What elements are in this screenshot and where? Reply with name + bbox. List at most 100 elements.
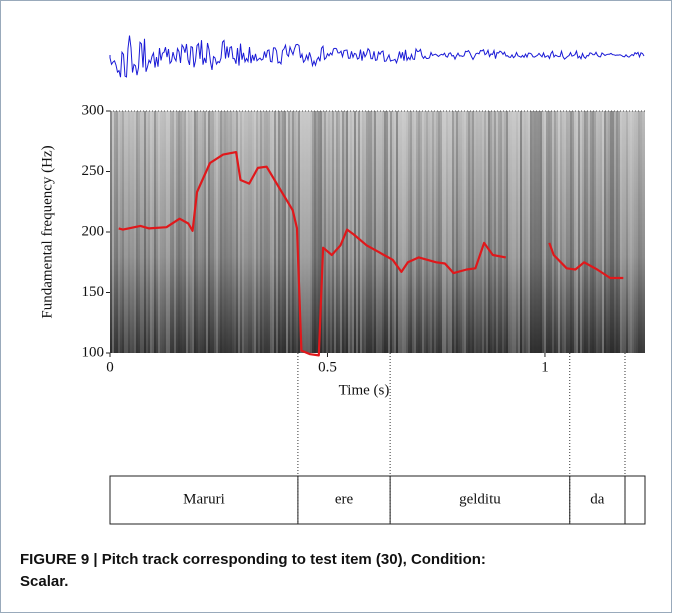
caption: FIGURE 9 | Pitch track corresponding to … [20,551,486,590]
texture-stripe [258,111,260,353]
y-tick-label: 300 [82,102,105,118]
texture-stripe [226,111,228,353]
texture-stripe [236,111,238,353]
texture-stripe [154,111,156,353]
texture-stripe [336,111,338,353]
texture-stripe [312,111,314,353]
texture-stripe [170,111,172,353]
texture-stripe [442,111,444,353]
texture-stripe [364,111,366,353]
x-axis-label: Time (s) [339,382,390,398]
texture-stripe [160,111,162,353]
texture-stripe [632,111,634,353]
texture-stripe [462,111,464,353]
texture-stripe [530,111,532,353]
texture-stripe [328,111,330,353]
texture-stripe [372,111,374,353]
texture-stripe [264,111,266,353]
texture-stripe [320,111,322,353]
texture-stripe [190,111,192,353]
texture-stripe [176,111,178,353]
texture-stripe [358,111,360,353]
texture-stripe [294,111,296,353]
texture-stripe [252,111,254,353]
texture-stripe [612,111,614,353]
texture-stripe [470,111,472,353]
texture-stripe [286,111,288,353]
texture-stripe [136,111,138,353]
texture-stripe [590,111,592,353]
texture-stripe [386,111,388,353]
texture-stripe [528,111,530,353]
texture-stripe [126,111,128,353]
texture-stripe [484,111,486,353]
segment-label: ere [335,491,354,507]
texture-stripe [178,111,180,353]
x-tick-label: 1 [541,359,549,375]
texture-stripe [498,111,500,353]
texture-stripe [504,111,506,353]
texture-stripe [506,111,508,353]
texture-stripe [636,111,638,353]
texture-stripe [288,111,290,353]
x-tick-label: 0.5 [318,359,337,375]
texture-stripe [110,111,112,353]
texture-stripe [150,111,152,353]
texture-stripe [490,111,492,353]
texture-stripe [172,111,174,353]
texture-stripe [624,111,626,353]
texture-stripe [586,111,588,353]
texture-stripe [448,111,450,353]
texture-stripe [434,111,436,353]
texture-stripe [240,111,242,353]
texture-stripe [438,111,440,353]
texture-stripe [192,111,194,353]
texture-stripe [598,111,600,353]
texture-stripe [420,111,422,353]
y-tick-label: 100 [82,344,105,360]
texture-stripe [534,111,536,353]
texture-stripe [274,111,276,353]
texture-stripe [194,111,196,353]
texture-stripe [460,111,462,353]
texture-stripe [634,111,636,353]
texture-stripe [394,111,396,353]
texture-stripe [300,111,302,353]
texture-stripe [416,111,418,353]
texture-stripe [266,111,268,353]
texture-stripe [368,111,370,353]
texture-stripe [452,111,454,353]
texture-stripe [356,111,358,353]
texture-stripe [398,111,400,353]
texture-stripe [118,111,120,353]
texture-stripe [412,111,414,353]
texture-stripe [324,111,326,353]
texture-stripe [246,111,248,353]
texture-stripe [142,111,144,353]
texture-stripe [570,111,572,353]
texture-stripe [342,111,344,353]
texture-stripe [388,111,390,353]
texture-stripe [436,111,438,353]
texture-stripe [196,111,198,353]
texture-stripe [540,111,542,353]
texture-stripe [524,111,526,353]
texture-stripe [134,111,136,353]
texture-stripe [494,111,496,353]
texture-stripe [302,111,304,353]
texture-stripe [558,111,560,353]
texture-stripe [270,111,272,353]
texture-stripe [588,111,590,353]
texture-stripe [152,111,154,353]
texture-stripe [378,111,380,353]
texture-stripe [608,111,610,353]
texture-stripe [174,111,176,353]
texture-stripe [552,111,554,353]
texture-stripe [640,111,642,353]
texture-stripe [556,111,558,353]
texture-stripe [576,111,578,353]
texture-stripe [244,111,246,353]
texture-stripe [146,111,148,353]
texture-stripe [224,111,226,353]
